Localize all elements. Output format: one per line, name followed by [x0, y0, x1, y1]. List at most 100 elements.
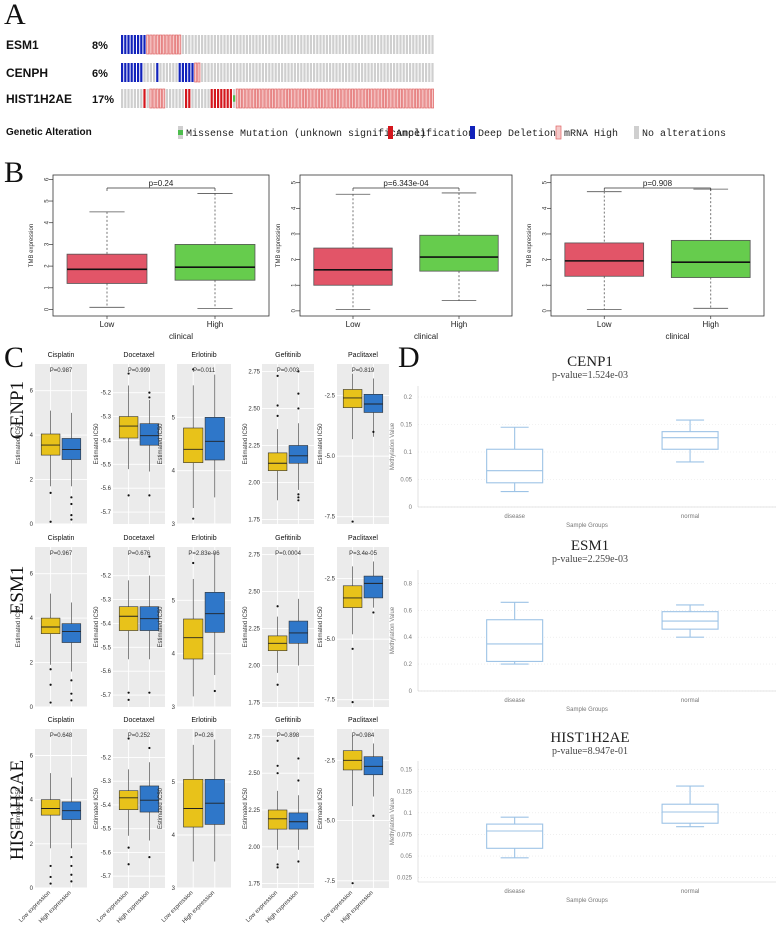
c-col-title-0-3: Gefitinib: [275, 352, 301, 359]
c-ytick-label-2-4-1: -5.0: [325, 819, 336, 825]
oncoprint-cell-1-2: [124, 63, 127, 82]
c-ytick-label-0-4-2: -2.5: [325, 394, 336, 400]
oncoprint-cell-0-69: [338, 35, 341, 54]
oncoprint-cell-1-92: [412, 63, 415, 82]
legend-swatch-missense-mark: [178, 130, 183, 135]
b-xlabel-0: clinical: [169, 332, 193, 341]
oncoprint-cell-0-19: [178, 34, 182, 55]
oncoprint-cell-0-88: [399, 35, 402, 54]
c-2-0-0-outlier-0: [49, 864, 52, 868]
c-ytick-label-1-3-4: 2.75: [248, 552, 260, 558]
oncoprint-cell-2-73: [351, 88, 354, 109]
c-ytick-label-1-2-2: 5: [172, 598, 176, 604]
oncoprint-cell-0-35: [229, 35, 232, 54]
oncoprint-cell-1-84: [386, 63, 389, 82]
oncoprint-cell-2-70: [341, 88, 345, 109]
c-1-0-0-box: [40, 617, 61, 634]
b-xtick-label-1-1: High: [451, 320, 467, 329]
c-ylabel-1-3: Estimated IC50: [243, 606, 249, 648]
oncoprint-cell-1-69: [338, 63, 341, 82]
c-ytick-label-1-1-2: -5.5: [101, 645, 112, 651]
c-pvalue-2-3: P=0.898: [277, 733, 300, 739]
d-ytick-label-1-3: 0.6: [404, 608, 413, 614]
d-ytick-label-1-2: 0.4: [404, 635, 413, 641]
oncoprint-cell-2-8: [143, 89, 146, 108]
oncoprint-cell-1-3: [127, 63, 130, 82]
c-ylabel-0-3: Estimated IC50: [243, 423, 249, 465]
oncoprint-cell-1-24: [194, 62, 198, 83]
oncoprint-cell-0-53: [287, 35, 290, 54]
oncoprint-cell-0-84: [386, 35, 389, 54]
oncoprint-cell-1-11: [153, 63, 156, 82]
d-2-0-box: [486, 823, 544, 849]
c-ytick-label-2-2-2: 5: [172, 780, 176, 786]
c-ytick-label-2-1-3: -5.4: [101, 803, 112, 809]
oncoprint-cell-0-32: [220, 35, 223, 54]
c-2-1-1-outlier-0: [148, 746, 151, 750]
oncoprint-cell-1-44: [258, 63, 261, 82]
oncoprint-cell-1-89: [402, 63, 405, 82]
b-ytick-label-1-2: 2: [292, 257, 298, 261]
oncoprint-cell-0-79: [370, 35, 373, 54]
d-pvalue-0: p-value=1.524e-03: [552, 370, 628, 381]
oncoprint-cell-2-80: [373, 88, 377, 109]
c-ytick-label-2-0-1: 2: [30, 842, 34, 848]
oncoprint-cell-1-51: [281, 63, 284, 82]
c-0-1-0-outlier-0: [127, 372, 130, 375]
oncoprint-cell-0-31: [217, 35, 220, 54]
c-2-0-0-outlier-1: [49, 875, 52, 879]
d-xtick-label-1-1: normal: [681, 698, 699, 704]
oncoprint-cell-2-18: [175, 89, 178, 108]
c-1-4-0-outlier-1: [351, 701, 354, 704]
oncoprint-cell-0-92: [412, 35, 415, 54]
oncoprint-cell-2-60: [309, 88, 313, 109]
oncoprint-cell-1-82: [380, 63, 383, 82]
oncoprint-cell-1-46: [265, 63, 268, 82]
c-2-3-0-outlier-4: [276, 863, 279, 866]
oncoprint-cell-2-59: [306, 88, 310, 109]
oncoprint-cell-1-52: [284, 63, 287, 82]
c-pvalue-1-0: P=0.967: [50, 551, 73, 557]
c-1-2-1-box: [204, 592, 225, 633]
c-row-label-1: ESM1: [7, 566, 28, 615]
c-0-2-0-outlier-0: [192, 517, 195, 520]
c-2-0-0-outlier-2: [49, 882, 52, 885]
oncoprint-cell-2-87: [395, 88, 399, 109]
oncoprint-cell-0-5: [133, 35, 136, 54]
oncoprint-cell-0-58: [303, 35, 306, 54]
oncoprint-cell-0-33: [223, 35, 226, 54]
oncoprint-cell-2-76: [360, 88, 364, 109]
oncoprint-cell-0-93: [415, 35, 418, 54]
oncoprint-cell-1-76: [361, 63, 364, 82]
b-ytick-label-0-2: 2: [45, 264, 51, 268]
oncoprint-cell-2-20: [181, 89, 184, 108]
oncoprint-cell-2-1: [121, 89, 124, 108]
oncoprint-cell-2-91: [408, 88, 412, 109]
c-2-2-1-box: [204, 779, 225, 825]
c-0-3-0-outlier-2: [276, 414, 279, 417]
c-0-1-1-outlier-0: [148, 391, 151, 394]
b-0-1-box: [174, 244, 256, 281]
oncoprint-cell-0-68: [335, 35, 338, 54]
c-2-0-0-box: [40, 799, 61, 816]
b-2-0-box: [564, 242, 645, 277]
oncoprint-cell-2-74: [354, 88, 358, 109]
oncoprint-cell-0-27: [204, 35, 207, 54]
c-ytick-label-2-1-5: -5.2: [101, 755, 112, 761]
c-2-1-1-outlier-1: [148, 856, 151, 859]
oncoprint-cell-1-93: [415, 63, 418, 82]
gene-percent-0: 8%: [92, 40, 108, 52]
oncoprint-cell-1-47: [268, 63, 271, 82]
c-0-1-0-box: [118, 416, 139, 439]
c-0-1-1-outlier-2: [148, 494, 151, 497]
oncoprint-cell-1-16: [169, 63, 172, 82]
oncoprint-cell-0-74: [354, 35, 357, 54]
c-ytick-label-2-1-1: -5.6: [101, 850, 112, 856]
panel-b-boxplots: 0 1 2 3 4 5 6 Low High p=0.24 clinical TMB expressi…: [29, 174, 765, 341]
oncoprint-cell-2-88: [399, 88, 402, 109]
c-ytick-label-0-1-2: -5.5: [101, 462, 112, 468]
c-ylabel-0-1: Estimated IC50: [94, 423, 100, 465]
c-0-3-1-box: [288, 445, 309, 464]
oncoprint-cell-1-18: [175, 63, 178, 82]
c-ylabel-2-2: Estimated IC50: [158, 787, 164, 829]
